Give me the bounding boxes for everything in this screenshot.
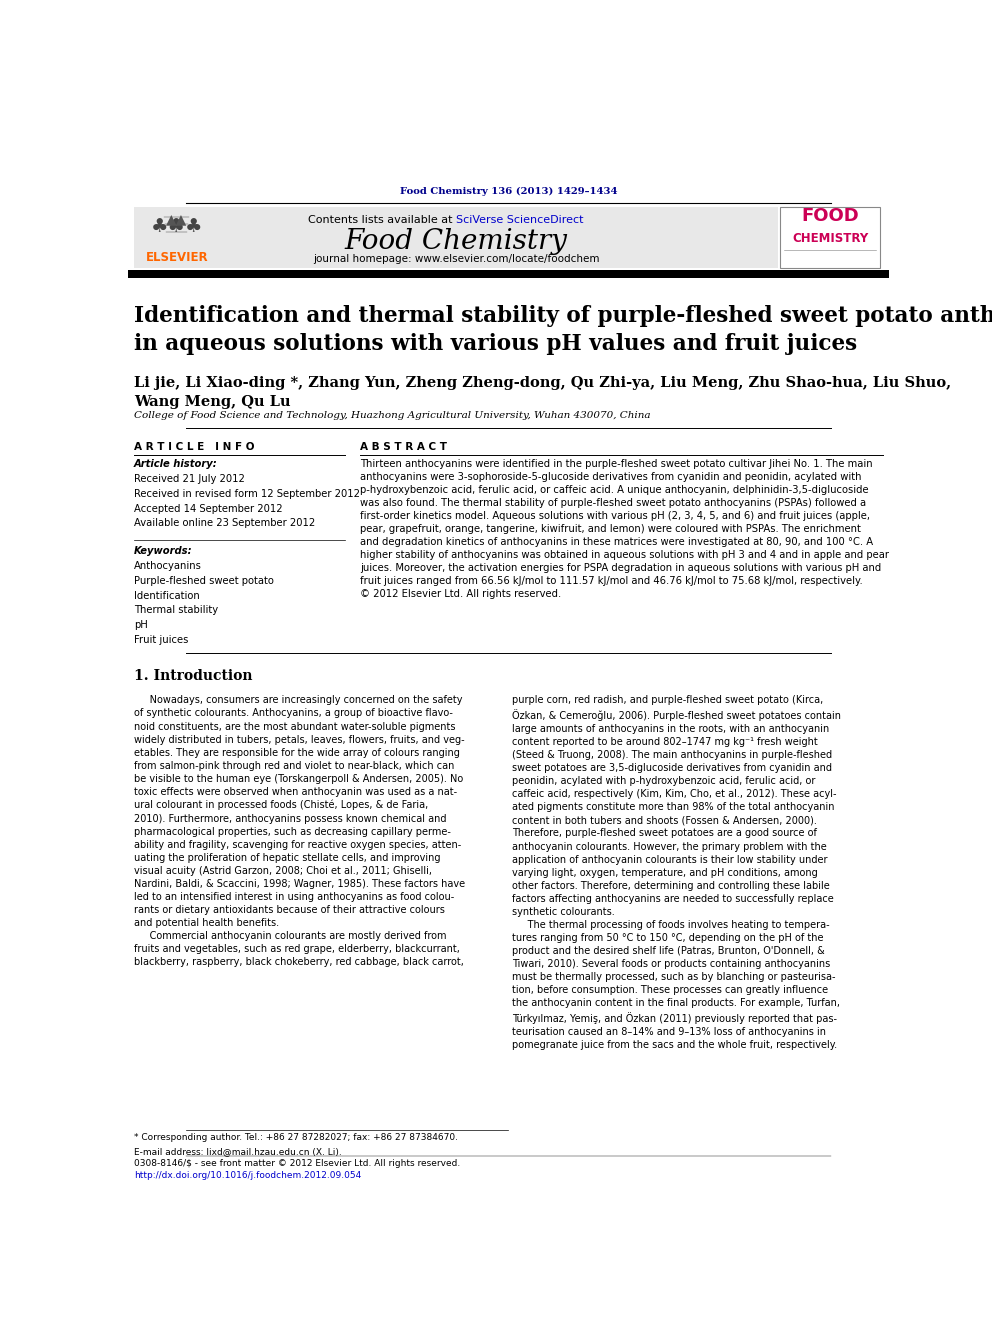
Text: College of Food Science and Technology, Huazhong Agricultural University, Wuhan : College of Food Science and Technology, …	[134, 411, 651, 421]
Text: SciVerse ScienceDirect: SciVerse ScienceDirect	[456, 216, 583, 225]
Text: Received in revised form 12 September 2012: Received in revised form 12 September 20…	[134, 490, 360, 499]
Text: Food Chemistry 136 (2013) 1429–1434: Food Chemistry 136 (2013) 1429–1434	[400, 187, 617, 196]
Text: Identification: Identification	[134, 591, 199, 601]
Text: E-mail address: lixd@mail.hzau.edu.cn (X. Li).: E-mail address: lixd@mail.hzau.edu.cn (X…	[134, 1147, 342, 1156]
Text: FOOD: FOOD	[802, 206, 859, 225]
Text: CHEMISTRY: CHEMISTRY	[792, 232, 868, 245]
Text: journal homepage: www.elsevier.com/locate/foodchem: journal homepage: www.elsevier.com/locat…	[312, 254, 599, 263]
Text: Identification and thermal stability of purple-fleshed sweet potato anthocyanins: Identification and thermal stability of …	[134, 306, 992, 355]
Text: Keywords:: Keywords:	[134, 546, 192, 556]
Text: ♣♣♣: ♣♣♣	[151, 217, 203, 235]
Text: A B S T R A C T: A B S T R A C T	[360, 442, 447, 452]
Text: Article history:: Article history:	[134, 459, 218, 470]
Text: * Corresponding author. Tel.: +86 27 87282027; fax: +86 27 87384670.: * Corresponding author. Tel.: +86 27 872…	[134, 1132, 458, 1142]
FancyBboxPatch shape	[781, 208, 880, 269]
Text: ELSEVIER: ELSEVIER	[146, 251, 208, 263]
Text: Thermal stability: Thermal stability	[134, 606, 218, 615]
Text: Available online 23 September 2012: Available online 23 September 2012	[134, 519, 315, 528]
Text: Anthocyanins: Anthocyanins	[134, 561, 202, 572]
Text: Li jie, Li Xiao-ding *, Zhang Yun, Zheng Zheng-dong, Qu Zhi-ya, Liu Meng, Zhu Sh: Li jie, Li Xiao-ding *, Zhang Yun, Zheng…	[134, 376, 951, 409]
Text: 1. Introduction: 1. Introduction	[134, 668, 253, 683]
Text: Contents lists available at: Contents lists available at	[309, 216, 456, 225]
Text: Purple-fleshed sweet potato: Purple-fleshed sweet potato	[134, 576, 274, 586]
Text: pH: pH	[134, 620, 148, 630]
Text: 0308-8146/$ - see front matter © 2012 Elsevier Ltd. All rights reserved.: 0308-8146/$ - see front matter © 2012 El…	[134, 1159, 460, 1168]
Text: A R T I C L E   I N F O: A R T I C L E I N F O	[134, 442, 255, 452]
Text: Thirteen anthocyanins were identified in the purple-fleshed sweet potato cultiva: Thirteen anthocyanins were identified in…	[360, 459, 890, 599]
Text: http://dx.doi.org/10.1016/j.foodchem.2012.09.054: http://dx.doi.org/10.1016/j.foodchem.201…	[134, 1171, 361, 1180]
Text: Accepted 14 September 2012: Accepted 14 September 2012	[134, 504, 283, 513]
FancyBboxPatch shape	[134, 208, 778, 269]
Text: purple corn, red radish, and purple-fleshed sweet potato (Kirca,
Özkan, & Cemero: purple corn, red radish, and purple-fles…	[512, 696, 841, 1049]
FancyBboxPatch shape	[128, 270, 889, 278]
Text: Food Chemistry: Food Chemistry	[344, 228, 567, 254]
Text: Received 21 July 2012: Received 21 July 2012	[134, 475, 245, 484]
Text: Fruit juices: Fruit juices	[134, 635, 188, 644]
Text: ▲▲: ▲▲	[166, 212, 187, 226]
Text: Nowadays, consumers are increasingly concerned on the safety
of synthetic colour: Nowadays, consumers are increasingly con…	[134, 696, 465, 967]
